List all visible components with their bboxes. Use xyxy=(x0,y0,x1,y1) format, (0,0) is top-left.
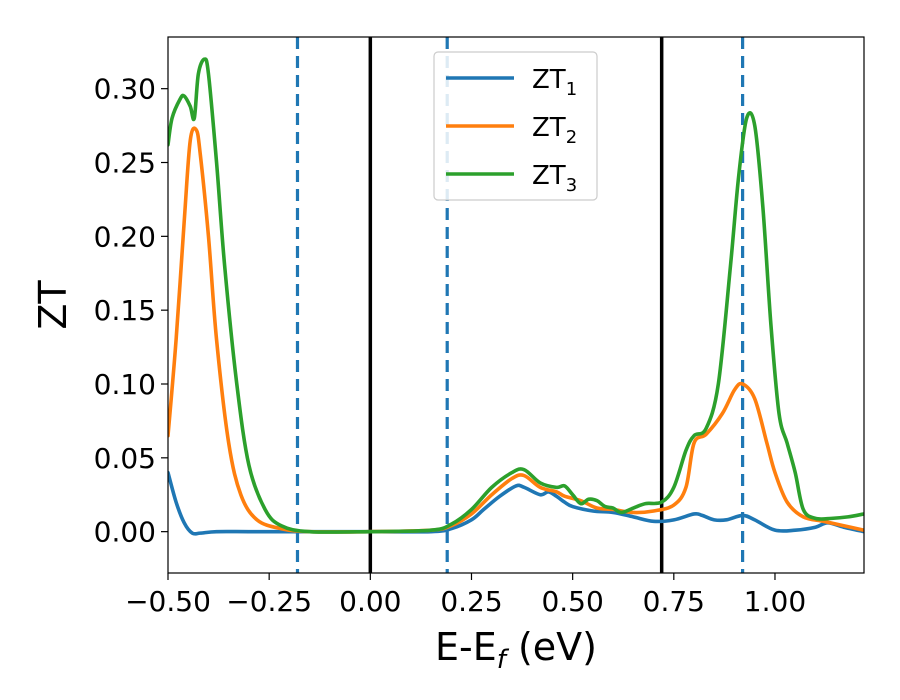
y-tick-label: 0.15 xyxy=(94,294,156,327)
x-tick-label: 0.25 xyxy=(440,585,502,618)
x-axis-label: E-Ef (eV) xyxy=(435,625,597,675)
y-tick-label: 0.20 xyxy=(94,220,156,253)
legend-label-zt1: ZT1 xyxy=(532,65,577,100)
legend-label-zt3: ZT3 xyxy=(532,161,577,196)
y-tick-label: 0.00 xyxy=(94,516,156,549)
y-tick-label: 0.05 xyxy=(94,442,156,475)
x-axis-label-unit: (eV) xyxy=(506,625,597,669)
x-tick-label: 0.50 xyxy=(541,585,603,618)
series-line-zt1 xyxy=(168,470,864,536)
reference-lines xyxy=(295,37,745,573)
plot-frame xyxy=(167,36,865,574)
x-tick-label: 1.00 xyxy=(744,585,806,618)
y-tick-label: 0.25 xyxy=(94,147,156,180)
x-tick-label: −0.25 xyxy=(226,585,312,618)
series-line-zt3 xyxy=(168,57,864,534)
legend: ZT1 ZT2 ZT3 xyxy=(433,51,598,201)
x-tick-label: 0.00 xyxy=(339,585,401,618)
legend-box xyxy=(433,51,598,201)
x-tick-label: −0.50 xyxy=(125,585,211,618)
x-axis-ticks: −0.50 −0.25 0.00 0.25 0.50 0.75 1.00 xyxy=(125,573,806,618)
series-line-zt2 xyxy=(168,126,864,534)
y-axis-label: ZT xyxy=(31,280,75,330)
y-tick-label: 0.10 xyxy=(94,368,156,401)
y-axis-ticks: 0.00 0.05 0.10 0.15 0.20 0.25 0.30 xyxy=(94,73,168,549)
legend-label-zt2: ZT2 xyxy=(532,113,577,148)
x-axis-label-main: E-E xyxy=(435,625,497,669)
x-tick-label: 0.75 xyxy=(643,585,705,618)
series-lines xyxy=(168,57,864,536)
y-tick-label: 0.30 xyxy=(94,73,156,106)
